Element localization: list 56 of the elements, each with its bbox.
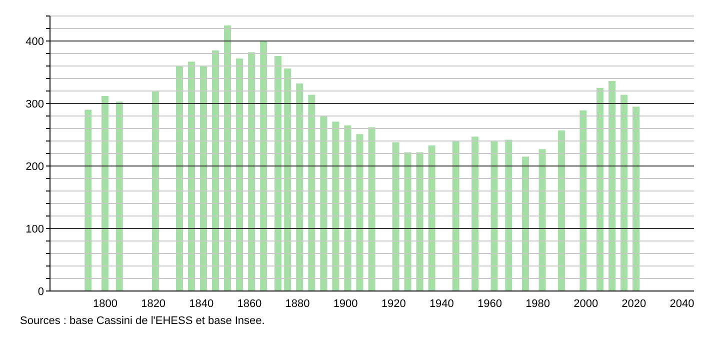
x-tick-label: 1820 xyxy=(141,298,166,310)
bar xyxy=(344,125,352,291)
bar xyxy=(260,41,268,291)
x-tick-label: 1880 xyxy=(285,298,310,310)
bar xyxy=(404,152,412,291)
x-tick-label: 1920 xyxy=(381,298,406,310)
y-tick-label: 100 xyxy=(26,223,44,236)
bar xyxy=(632,106,640,291)
bar xyxy=(284,68,292,291)
bar xyxy=(580,110,587,291)
y-tick-label: 300 xyxy=(26,98,44,110)
x-tick-label: 2020 xyxy=(622,298,646,310)
bar xyxy=(200,66,207,291)
x-tick-label: 1980 xyxy=(526,298,550,310)
bar xyxy=(505,140,512,291)
bar xyxy=(428,145,436,291)
source-note: Sources : base Cassini de l'EHESS et base Insee. xyxy=(20,315,266,327)
x-tick-label: 1860 xyxy=(237,298,262,310)
bar xyxy=(332,122,340,291)
bar xyxy=(368,127,376,291)
bar xyxy=(452,141,460,291)
bar xyxy=(416,152,424,291)
x-tick-label: 2000 xyxy=(574,298,598,310)
x-tick-label: 2040 xyxy=(670,298,694,310)
bar xyxy=(152,92,159,291)
bar xyxy=(236,58,244,291)
bar xyxy=(101,96,108,291)
bar xyxy=(596,88,604,291)
bar xyxy=(212,50,219,291)
bar xyxy=(522,156,529,291)
bar xyxy=(274,56,282,291)
y-tick-label: 400 xyxy=(26,36,44,48)
bar xyxy=(308,94,316,291)
bar xyxy=(538,149,546,291)
bar xyxy=(116,102,123,291)
y-tick-label: 200 xyxy=(26,160,44,173)
x-tick-label: 1900 xyxy=(333,298,358,310)
x-tick-label: 1960 xyxy=(478,298,502,310)
x-tick-label: 1940 xyxy=(429,298,454,310)
bar xyxy=(392,142,400,291)
bar xyxy=(248,52,256,291)
bar xyxy=(490,141,498,291)
bar xyxy=(320,116,328,291)
y-tick-label: 0 xyxy=(38,286,44,298)
bar xyxy=(224,25,232,291)
bar xyxy=(620,94,628,291)
bar xyxy=(608,81,616,291)
bar xyxy=(558,130,566,291)
bar xyxy=(84,110,92,291)
bar xyxy=(188,62,195,291)
bar xyxy=(176,66,183,291)
bar xyxy=(472,136,479,291)
bar xyxy=(296,84,304,291)
x-tick-label: 1840 xyxy=(189,298,214,310)
x-tick-label: 1800 xyxy=(93,298,118,310)
bar xyxy=(356,134,364,291)
